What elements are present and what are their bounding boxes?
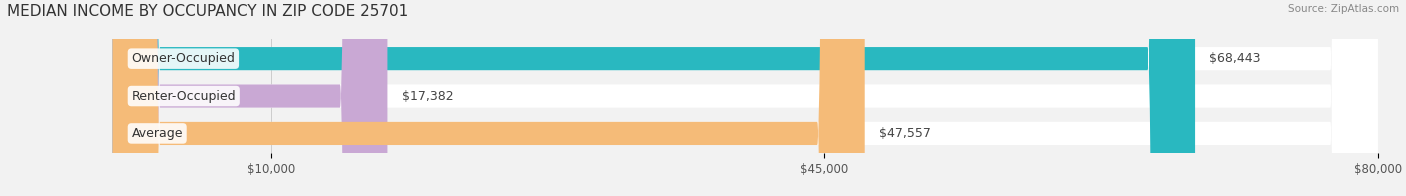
Text: Average: Average: [132, 127, 183, 140]
Text: Renter-Occupied: Renter-Occupied: [132, 90, 236, 103]
FancyBboxPatch shape: [112, 0, 388, 196]
Text: Source: ZipAtlas.com: Source: ZipAtlas.com: [1288, 4, 1399, 14]
FancyBboxPatch shape: [112, 0, 865, 196]
FancyBboxPatch shape: [112, 0, 1195, 196]
Text: $47,557: $47,557: [879, 127, 931, 140]
Text: Owner-Occupied: Owner-Occupied: [132, 52, 235, 65]
FancyBboxPatch shape: [112, 0, 1378, 196]
Text: MEDIAN INCOME BY OCCUPANCY IN ZIP CODE 25701: MEDIAN INCOME BY OCCUPANCY IN ZIP CODE 2…: [7, 4, 408, 19]
Text: $68,443: $68,443: [1209, 52, 1261, 65]
FancyBboxPatch shape: [112, 0, 1378, 196]
FancyBboxPatch shape: [112, 0, 1378, 196]
Text: $17,382: $17,382: [402, 90, 453, 103]
